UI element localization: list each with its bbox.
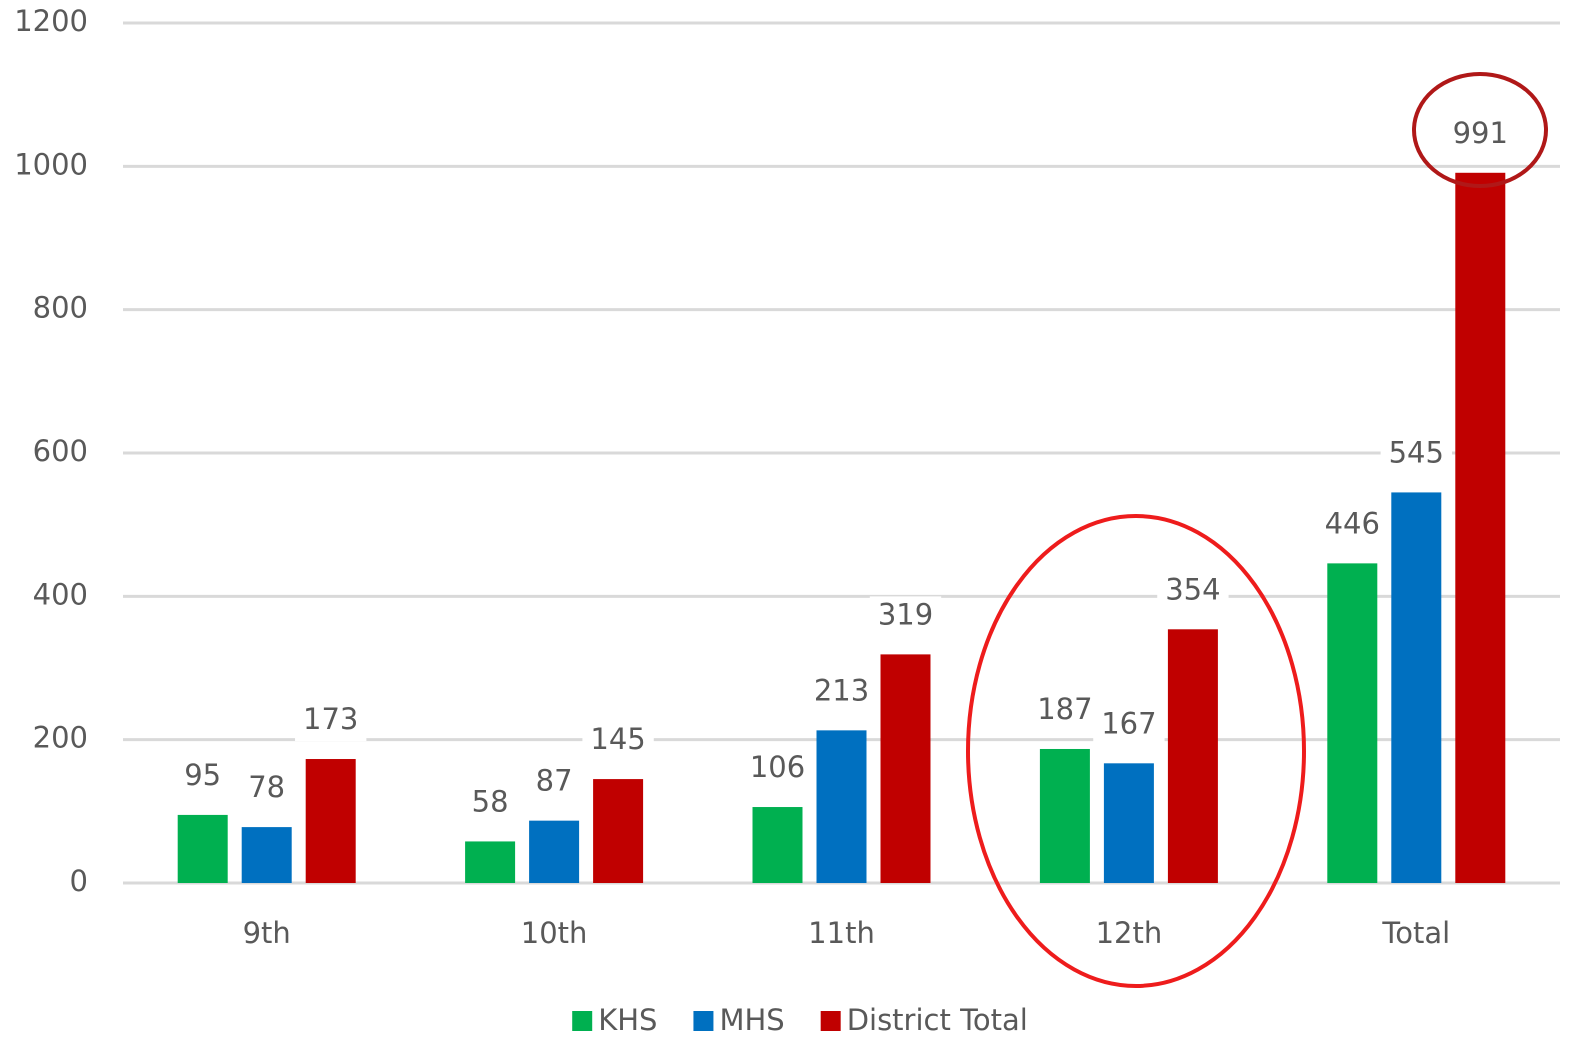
y-tick-label: 400 <box>33 577 88 611</box>
bar <box>305 759 356 883</box>
label-background <box>240 769 294 810</box>
label-background <box>1029 690 1101 731</box>
y-tick-label: 0 <box>70 864 88 898</box>
bar <box>1103 763 1154 883</box>
data-label: 58 <box>472 784 509 818</box>
bar <box>593 779 644 883</box>
label-background <box>463 783 517 824</box>
bar <box>752 807 803 883</box>
bar <box>816 730 867 883</box>
data-label: 145 <box>590 722 645 756</box>
label-background <box>741 749 814 790</box>
x-tick-label: 10th <box>521 916 588 950</box>
label-background <box>176 756 230 797</box>
bar <box>177 814 228 883</box>
label-background <box>1444 114 1516 155</box>
bar <box>880 654 931 883</box>
y-tick-label: 1000 <box>14 147 88 181</box>
highlight-ellipse <box>966 514 1306 988</box>
data-label: 991 <box>1453 116 1508 150</box>
bars <box>177 172 1506 884</box>
label-background <box>1380 434 1452 475</box>
legend-label: District Total <box>847 1003 1028 1037</box>
y-tick-label: 800 <box>33 291 88 325</box>
data-label: 95 <box>184 758 221 792</box>
label-background <box>527 762 581 803</box>
highlight-ellipse <box>1412 72 1548 188</box>
data-label: 213 <box>814 673 869 707</box>
grid: 0 200 400 600 800 1000 1200 <box>14 4 1560 898</box>
label-background <box>869 596 942 637</box>
legend-swatch <box>572 1011 593 1031</box>
label-background <box>1093 705 1165 746</box>
legend-swatch <box>820 1011 841 1031</box>
bar <box>465 841 516 883</box>
data-label: 87 <box>536 764 573 798</box>
bar <box>1455 172 1506 884</box>
data-label: 319 <box>878 597 933 631</box>
x-tick-label: 9th <box>243 916 291 950</box>
bar <box>241 827 292 883</box>
bar <box>1039 748 1090 883</box>
x-tick-label: Total <box>1381 916 1450 950</box>
legend-swatch <box>693 1011 714 1031</box>
x-tick-label: 12th <box>1096 916 1163 950</box>
bar <box>1167 629 1218 883</box>
bar <box>1327 563 1378 883</box>
bar <box>1391 492 1442 883</box>
data-label: 354 <box>1165 572 1220 606</box>
data-label: 106 <box>750 750 805 784</box>
legend: KHS MHS District Total <box>572 1003 1028 1037</box>
labels: 9th 95 78 173 10th 58 87 145 11th 106 213 319 12th 18… <box>176 114 1516 950</box>
x-tick-label: 11th <box>808 916 875 950</box>
label-background <box>1157 571 1229 612</box>
data-label: 173 <box>303 702 358 736</box>
data-label: 446 <box>1325 506 1380 540</box>
legend-label: KHS <box>598 1003 657 1037</box>
data-label: 187 <box>1037 692 1092 726</box>
label-background <box>295 701 367 742</box>
y-tick-label: 1200 <box>14 4 88 38</box>
label-background <box>805 672 878 713</box>
legend-label: MHS <box>719 1003 784 1037</box>
data-label: 167 <box>1101 706 1156 740</box>
bar <box>529 820 580 883</box>
data-label: 78 <box>248 770 285 804</box>
y-tick-label: 200 <box>33 721 88 755</box>
label-background <box>582 721 654 762</box>
y-tick-label: 600 <box>33 434 88 468</box>
label-background <box>1316 505 1388 546</box>
data-label: 545 <box>1389 435 1444 469</box>
